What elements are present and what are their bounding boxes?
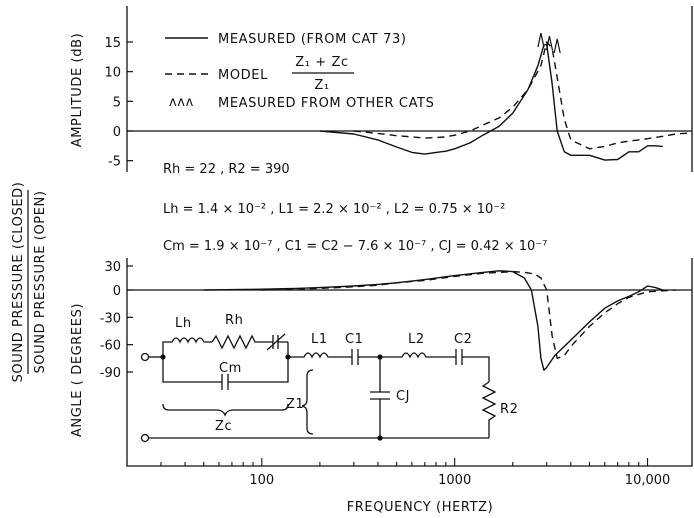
y-tick-label: 10: [104, 66, 121, 81]
brace-z1: [301, 369, 314, 435]
x-axis-label: FREQUENCY (HERTZ): [347, 500, 494, 515]
other-cats-peak-marker: [537, 32, 545, 48]
brace-zc: [162, 403, 289, 417]
y-tick-label: -60: [100, 339, 121, 354]
outer-y-label-top: SOUND PRESSURE (CLOSED): [11, 182, 26, 383]
label-c1: C1: [345, 332, 364, 347]
angle-measured-line: [203, 270, 664, 371]
legend-others-label: MEASURED FROM OTHER CATS: [218, 96, 434, 111]
legend-others-marker: ʌʌʌ: [169, 95, 194, 110]
label-cm: Cm: [219, 361, 242, 376]
circuit-node-a: [160, 354, 166, 360]
resistor-rh: [211, 334, 268, 350]
parameters-line-2: Lh = 1.4 × 10⁻² , L1 = 2.2 × 10⁻² , L2 =…: [163, 202, 505, 217]
resistor-r2: [481, 381, 497, 438]
capacitor-c2: [440, 349, 490, 382]
label-z1: Z1: [286, 397, 304, 412]
label-l2: L2: [408, 332, 425, 347]
amplitude-axis-label: AMPLITUDE (dB): [70, 33, 85, 148]
x-tick-label: 100: [249, 473, 274, 488]
label-c2: C2: [454, 332, 473, 347]
legend-measured-label: MEASURED (FROM CAT 73): [218, 32, 407, 47]
other-cats-peak-marker: [545, 35, 554, 51]
legend: MEASURED (FROM CAT 73) MODEL Z₁ + Zc Z₁ …: [165, 32, 434, 111]
y-tick-label: -5: [108, 155, 121, 170]
inductor-l2: [380, 352, 440, 359]
y-tick-label: -30: [100, 311, 121, 326]
circuit-labels: Lh Rh Cm L1 C1 L2 C2 CJ R2 Z1 Zc: [175, 313, 519, 434]
circuit-input-terminal-top: [140, 352, 150, 362]
circuit-input-terminal-bottom: [140, 433, 150, 443]
amplitude-frame: [126, 6, 693, 172]
capacitor-variable: [266, 333, 288, 351]
label-r2: R2: [500, 402, 519, 417]
y-tick-label: 15: [104, 36, 121, 51]
angle-axis-label: ANGLE ( DEGREES): [70, 303, 85, 437]
y-tick-label: -90: [100, 366, 121, 381]
amplitude-model-line: [353, 41, 693, 150]
y-ticks: -5 0 5 10 15 -90 -60 -30 0 30: [100, 36, 133, 381]
x-tick-label: 1000: [438, 473, 471, 488]
label-zc: Zc: [215, 419, 232, 434]
label-cj: CJ: [396, 389, 410, 404]
label-l1: L1: [311, 332, 328, 347]
label-lh: Lh: [175, 316, 192, 331]
parameters: Rh = 22 , R2 = 390 Lh = 1.4 × 10⁻² , L1 …: [163, 162, 547, 254]
capacitor-cm: [162, 357, 289, 390]
y-tick-label: 5: [113, 95, 121, 110]
y-tick-label: 0: [113, 284, 121, 299]
angle-model-line: [261, 270, 676, 359]
amplitude-measured-line: [319, 43, 663, 161]
legend-model-numerator: Z₁ + Zc: [295, 55, 349, 70]
parameters-line-1: Rh = 22 , R2 = 390: [163, 162, 290, 177]
x-ticks: 100 1000 10,000: [126, 458, 671, 488]
other-cats-peak-marker: [553, 38, 561, 54]
label-rh: Rh: [225, 313, 243, 328]
series-lines: [203, 32, 693, 371]
legend-model-denominator: Z₁: [314, 78, 329, 93]
inductor-l1: [288, 352, 340, 359]
legend-model-label: MODEL: [218, 68, 268, 83]
capacitor-cj: [370, 357, 390, 438]
outer-y-label-bottom: SOUND PRESSURE (OPEN): [33, 190, 48, 373]
capacitor-c1: [340, 349, 380, 365]
parameters-line-3: Cm = 1.9 × 10⁻⁷ , C1 = C2 − 7.6 × 10⁻⁷ ,…: [163, 239, 547, 254]
outer-y-label: SOUND PRESSURE (CLOSED) SOUND PRESSURE (…: [11, 182, 48, 383]
angle-frame: [126, 258, 693, 467]
circuit-diagram: [140, 333, 497, 443]
inductor-lh: [162, 337, 212, 357]
y-tick-label: 30: [104, 260, 121, 275]
y-tick-label: 0: [113, 125, 121, 140]
x-tick-label: 10,000: [625, 473, 671, 488]
